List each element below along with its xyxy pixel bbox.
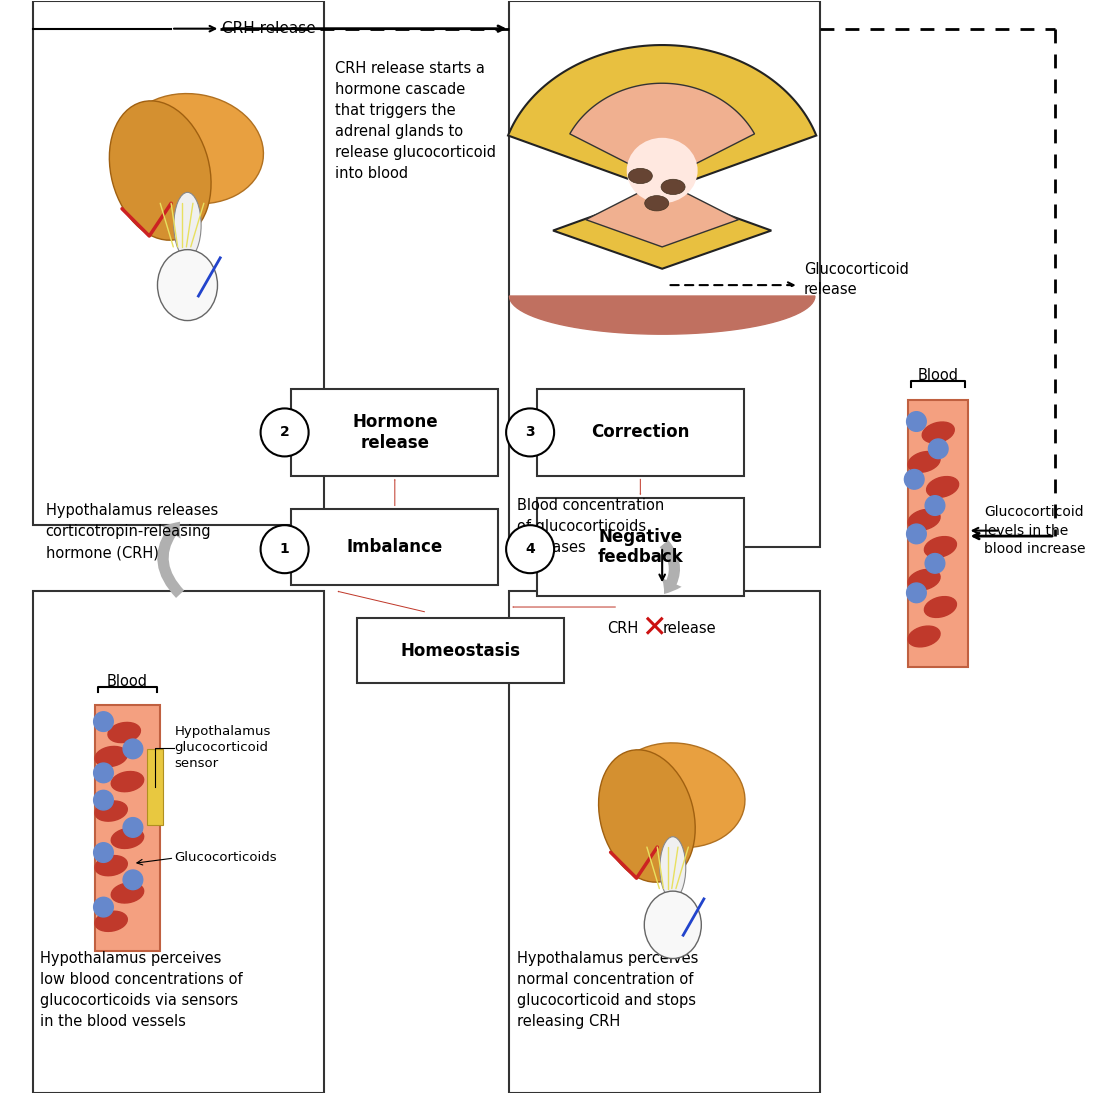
Bar — [509, 1, 820, 547]
Text: Hypothalamus releases
corticotropin-releasing
hormone (CRH): Hypothalamus releases corticotropin-rele… — [46, 503, 218, 560]
Bar — [32, 591, 324, 1093]
Circle shape — [907, 524, 926, 544]
Text: 1: 1 — [279, 543, 289, 556]
Ellipse shape — [599, 749, 695, 882]
Text: CRH: CRH — [608, 621, 639, 637]
Circle shape — [260, 408, 308, 456]
Text: Blood concentration
of glucocorticoids
increases: Blood concentration of glucocorticoids i… — [517, 498, 665, 555]
Bar — [509, 591, 820, 1093]
Bar — [32, 1, 324, 525]
Bar — [536, 388, 744, 476]
Text: Homeostasis: Homeostasis — [400, 642, 521, 660]
Ellipse shape — [157, 249, 218, 321]
Ellipse shape — [95, 801, 127, 822]
Ellipse shape — [661, 179, 685, 195]
Text: Imbalance: Imbalance — [346, 538, 443, 556]
Circle shape — [94, 842, 113, 862]
Polygon shape — [509, 296, 815, 334]
Text: 3: 3 — [525, 426, 535, 440]
Text: release: release — [662, 621, 716, 637]
Ellipse shape — [927, 477, 958, 498]
Ellipse shape — [123, 94, 264, 203]
Text: 4: 4 — [525, 543, 535, 556]
Ellipse shape — [908, 569, 941, 590]
Circle shape — [94, 763, 113, 782]
Ellipse shape — [925, 537, 956, 557]
Circle shape — [506, 525, 554, 573]
Ellipse shape — [109, 101, 211, 241]
Ellipse shape — [645, 196, 669, 211]
Ellipse shape — [923, 422, 954, 443]
Ellipse shape — [95, 856, 127, 875]
Ellipse shape — [112, 883, 144, 903]
Circle shape — [907, 411, 926, 431]
Text: Glucocorticoids: Glucocorticoids — [174, 851, 277, 864]
Bar — [908, 399, 967, 667]
Bar — [147, 749, 163, 825]
Polygon shape — [570, 83, 754, 247]
Text: Hypothalamus
glucocorticoid
sensor: Hypothalamus glucocorticoid sensor — [174, 725, 270, 770]
Ellipse shape — [660, 837, 686, 899]
Ellipse shape — [629, 168, 652, 184]
Polygon shape — [508, 45, 817, 269]
Ellipse shape — [908, 452, 941, 473]
Text: CRH release: CRH release — [222, 21, 316, 36]
Ellipse shape — [645, 892, 701, 958]
Ellipse shape — [108, 722, 141, 743]
Circle shape — [94, 897, 113, 917]
Text: Correction: Correction — [591, 423, 689, 441]
Ellipse shape — [112, 771, 144, 792]
Bar — [292, 509, 498, 585]
Circle shape — [123, 740, 143, 759]
Ellipse shape — [627, 138, 698, 203]
Bar — [95, 706, 160, 951]
Ellipse shape — [908, 510, 941, 531]
Ellipse shape — [95, 911, 127, 931]
Text: Blood: Blood — [107, 674, 147, 689]
Text: Glucocorticoid
levels in the
blood increase: Glucocorticoid levels in the blood incre… — [984, 505, 1086, 556]
Circle shape — [123, 870, 143, 889]
Circle shape — [907, 583, 926, 603]
Circle shape — [506, 408, 554, 456]
Ellipse shape — [95, 746, 127, 767]
Text: Blood: Blood — [917, 369, 958, 383]
Bar — [536, 498, 744, 596]
Bar — [292, 388, 498, 476]
Text: Hormone
release: Hormone release — [352, 414, 438, 452]
Text: Hypothalamus perceives
low blood concentrations of
glucocorticoids via sensors
i: Hypothalamus perceives low blood concent… — [40, 951, 242, 1028]
Text: 2: 2 — [279, 426, 289, 440]
Circle shape — [905, 469, 924, 489]
Bar — [356, 618, 564, 684]
Text: Glucocorticoid
release: Glucocorticoid release — [804, 263, 909, 298]
Circle shape — [94, 712, 113, 732]
Circle shape — [928, 439, 948, 458]
Ellipse shape — [908, 626, 941, 647]
Circle shape — [260, 525, 308, 573]
Circle shape — [925, 554, 945, 573]
Ellipse shape — [925, 596, 956, 617]
Circle shape — [925, 496, 945, 515]
Circle shape — [123, 817, 143, 837]
Text: Negative
feedback: Negative feedback — [598, 527, 684, 567]
Ellipse shape — [611, 743, 745, 848]
Ellipse shape — [174, 193, 201, 258]
Ellipse shape — [112, 828, 144, 849]
Text: ✕: ✕ — [641, 615, 666, 643]
Circle shape — [94, 790, 113, 810]
Text: CRH release starts a
hormone cascade
that triggers the
adrenal glands to
release: CRH release starts a hormone cascade tha… — [335, 61, 496, 182]
Text: Hypothalamus perceives
normal concentration of
glucocorticoid and stops
releasin: Hypothalamus perceives normal concentrat… — [517, 951, 698, 1028]
